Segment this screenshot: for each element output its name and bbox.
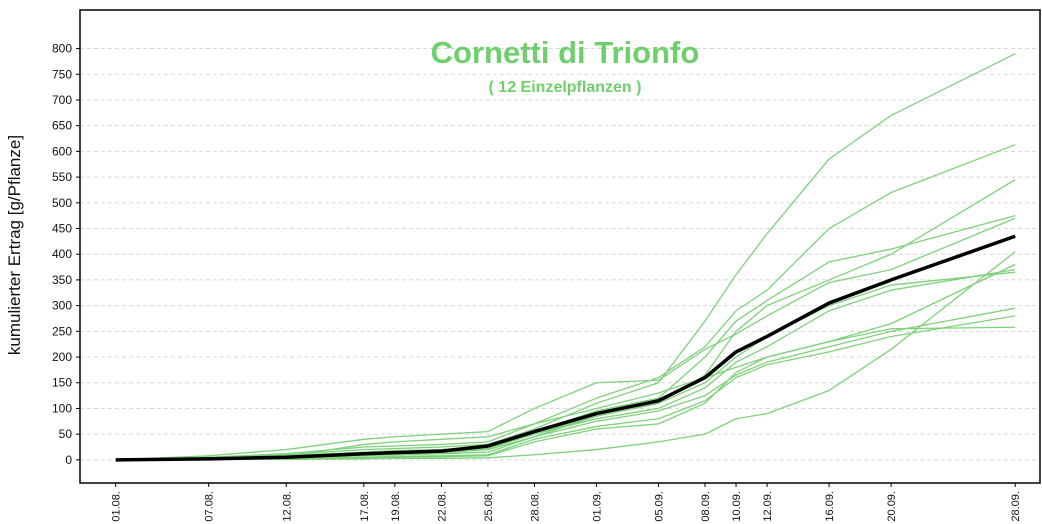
y-tick-label: 50: [59, 427, 73, 441]
chart-title: Cornetti di Trionfo: [431, 35, 700, 70]
x-tick-label: 10.09.: [731, 491, 743, 522]
y-tick-label: 450: [52, 222, 72, 236]
y-tick-label: 100: [52, 401, 72, 415]
y-tick-label: 400: [52, 247, 72, 261]
x-tick-label: 20.09.: [886, 491, 898, 522]
x-tick-label: 08.09.: [700, 491, 712, 522]
series-line: [115, 217, 1016, 461]
y-tick-label: 600: [52, 144, 72, 158]
x-tick-label: 12.09.: [762, 491, 774, 522]
plot-frame: [79, 9, 1041, 484]
y-tick-label: 200: [52, 350, 72, 364]
series-line: [115, 251, 1016, 461]
x-tick-label: 22.08.: [436, 491, 448, 522]
x-tick-label: 12.08.: [281, 491, 293, 522]
series-line: [115, 263, 1016, 461]
x-tick-label: 19.08.: [390, 491, 402, 522]
y-tick-label: 650: [52, 119, 72, 133]
x-tick-label: 05.09.: [653, 491, 665, 522]
x-tick-label: 07.08.: [204, 491, 216, 522]
x-tick-label: 16.09.: [824, 491, 836, 522]
chart-subtitle: ( 12 Einzelpflanzen ): [489, 79, 642, 96]
series-line: [115, 315, 1016, 461]
y-tick-label: 750: [52, 67, 72, 81]
y-tick-label: 550: [52, 170, 72, 184]
x-tick-label: 17.08.: [359, 491, 371, 522]
series-line: [115, 53, 1016, 461]
series-line: [115, 326, 1016, 461]
y-tick-label: 150: [52, 376, 72, 390]
x-tick-label: 01.09.: [591, 491, 603, 522]
y-tick-label: 0: [65, 453, 72, 467]
series-line: [115, 144, 1016, 461]
y-tick-label: 700: [52, 93, 72, 107]
x-tick-label: 01.08.: [111, 491, 123, 522]
series-line: [115, 234, 1016, 462]
y-tick-label: 300: [52, 299, 72, 313]
series-line: [115, 268, 1016, 461]
x-tick-label: 25.08.: [483, 491, 495, 522]
y-tick-label: 250: [52, 324, 72, 338]
series-line: [115, 179, 1016, 461]
x-tick-label: 28.09.: [1010, 491, 1022, 522]
y-tick-label: 800: [52, 42, 72, 56]
y-axis-label: kumulierter Ertrag [g/Pflanze]: [5, 135, 24, 355]
y-tick-label: 500: [52, 196, 72, 210]
series-line: [115, 271, 1016, 461]
y-tick-label: 350: [52, 273, 72, 287]
x-tick-label: 28.08.: [529, 491, 541, 522]
